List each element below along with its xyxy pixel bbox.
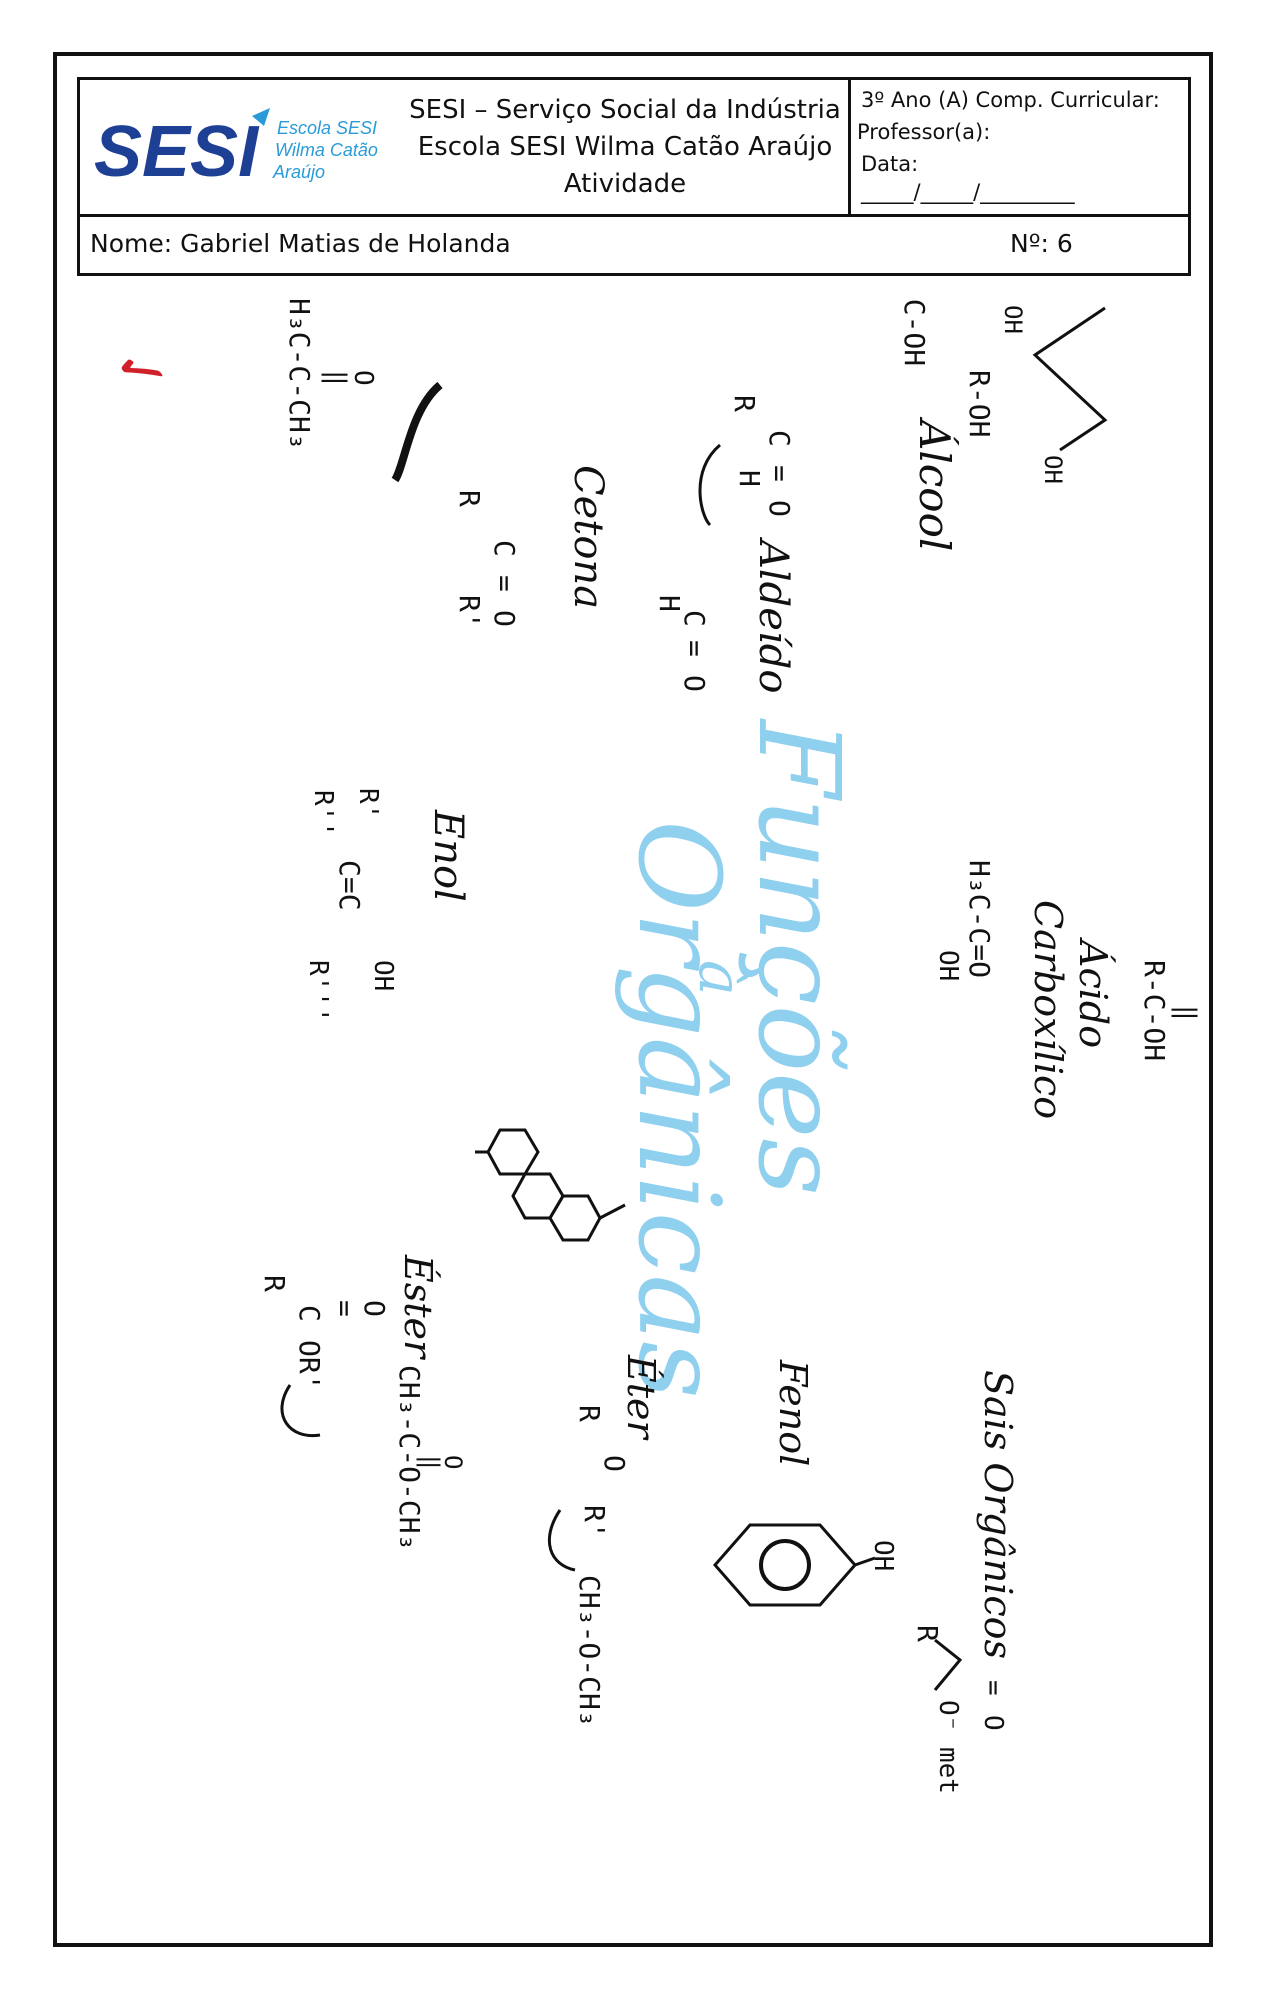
sais-bond: = xyxy=(978,1680,1008,1696)
teacher-mark: ✓ xyxy=(97,333,183,412)
cetona-r2: R' xyxy=(453,595,486,629)
cetona-name: Cetona xyxy=(565,465,611,609)
aldeido-name: Aldeído xyxy=(750,536,796,693)
acido-example-oh: OH xyxy=(933,950,963,981)
activity-label: Atividade xyxy=(563,169,687,199)
aldeido-bond: = xyxy=(763,465,796,482)
grade-label: 3º Ano (A) Comp. Curricular: xyxy=(861,88,1160,112)
fenol-name: Fenol xyxy=(771,1359,815,1466)
eter-r2: R' xyxy=(578,1505,611,1539)
acido-group: R-C-OH ‖ O Ácido Carboxílico H₃C-C=O OH xyxy=(933,860,1228,1119)
ester-example: CH₃-C-O-CH₃ xyxy=(393,1365,426,1550)
alcool-oh-bottom: OH xyxy=(1039,455,1067,484)
eter-name: Éter xyxy=(619,1354,663,1441)
acido-bond: ‖ xyxy=(1171,1005,1200,1021)
cetona-c: C xyxy=(488,540,521,557)
sais-name: Sais Orgânicos xyxy=(976,1370,1020,1659)
institution-name: SESI – Serviço Social da Indústria xyxy=(409,95,841,125)
ester-name: Éster xyxy=(396,1254,440,1361)
eter-group: Éter R O R' CH₃-O-CH₃ xyxy=(547,1354,663,1727)
enol-r3: R''' xyxy=(303,960,333,1023)
alcool-group: OH OH R-OH H₃C-OH Álcool xyxy=(898,265,1108,551)
cetona-bond: = xyxy=(488,575,521,592)
title-line2: Orgânicas xyxy=(613,820,743,1399)
ester-group: Éster R C = O OR' CH₃-C-O-CH₃ ‖ O xyxy=(258,1254,467,1550)
acido-o: O xyxy=(1198,1005,1200,1021)
enol-name: Enol xyxy=(425,809,471,902)
aldeido-c: C xyxy=(763,430,796,447)
ester-example-bond: ‖ xyxy=(416,1455,444,1469)
ester-or: OR' xyxy=(293,1340,326,1391)
alcool-name: Álcool xyxy=(910,416,960,551)
enol-chain: C=C xyxy=(333,860,366,911)
acido-name-line2: Carboxílico xyxy=(1026,900,1070,1119)
enol-oh: OH xyxy=(368,960,398,991)
school-name: Escola SESI Wilma Catão Araújo xyxy=(417,132,833,162)
svg-text:Wilma Catão: Wilma Catão xyxy=(275,140,378,160)
fenol-group: Fenol OH xyxy=(713,1359,898,1607)
aldeido-h: H xyxy=(733,470,766,487)
eter-o: O xyxy=(598,1455,631,1472)
aldeido-o: O xyxy=(763,500,796,517)
teacher-label: Professor(a): xyxy=(857,120,991,144)
ester-bond: = xyxy=(328,1300,361,1317)
sais-o-minus: O⁻ met xyxy=(933,1700,963,1794)
date-label: Data: xyxy=(861,152,919,176)
acido-name-line1: Ácido xyxy=(1071,937,1115,1048)
cetona-r: R xyxy=(453,490,486,507)
sais-group: Sais Orgânicos R = O O⁻ met xyxy=(911,1370,1020,1794)
acido-general: R-C-OH xyxy=(1138,960,1171,1061)
title-line1: Funções xyxy=(733,718,863,1196)
eter-r: R xyxy=(573,1405,606,1422)
aldeido-c-left: C xyxy=(678,610,711,627)
aldeido-o-left: O xyxy=(678,675,711,692)
handwritten-content: Funções Orgânicas à ✓ OH OH R-OH H₃C-OH … xyxy=(60,265,1228,1940)
sais-r: R xyxy=(911,1625,944,1642)
cetona-example: H₃C-C-CH₃ xyxy=(283,300,316,450)
ester-c: C xyxy=(293,1305,326,1322)
student-name: Nome: Gabriel Matias de Holanda xyxy=(90,229,511,258)
cetona-o: O xyxy=(488,610,521,627)
header-name-row: Nome: Gabriel Matias de Holanda Nº: 6 xyxy=(80,217,1188,273)
header-class-info: 3º Ano (A) Comp. Curricular: Professor(a… xyxy=(848,80,1191,214)
fenol-oh: OH xyxy=(868,1540,898,1571)
svg-text:Araújo: Araújo xyxy=(272,162,325,182)
aldeido-h-left: H xyxy=(653,595,686,612)
enol-r1: R' xyxy=(353,788,383,819)
alcool-example: H₃C-OH xyxy=(898,300,931,366)
cetona-group: R C = O R' Cetona H₃C-C-CH₃ ‖ O xyxy=(283,298,611,629)
aldeido-bond-left: = xyxy=(678,640,711,657)
title: Funções Orgânicas à xyxy=(613,718,863,1399)
cetona-example-o: O xyxy=(348,370,378,386)
enol-r2: R'' xyxy=(308,790,338,837)
svg-text:SESI: SESI xyxy=(94,112,260,192)
enol-group: Enol R' R'' C=C OH R''' xyxy=(303,788,471,1023)
ester-o: O xyxy=(358,1300,391,1317)
page-frame xyxy=(53,52,1213,1947)
sesi-logo: SESI Escola SESI Wilma Catão Araújo xyxy=(92,98,382,198)
svg-text:à: à xyxy=(685,960,755,996)
header-top-row: SESI Escola SESI Wilma Catão Araújo SESI… xyxy=(80,80,1188,217)
handwritten-notes: Funções Orgânicas à ✓ OH OH R-OH H₃C-OH … xyxy=(97,265,1228,1794)
ester-r: R xyxy=(258,1275,291,1292)
acido-example: H₃C-C=O xyxy=(963,860,996,978)
svg-text:Escola SESI: Escola SESI xyxy=(277,118,377,138)
cetona-example-bond: ‖ xyxy=(321,370,351,386)
aldeido-group: R C = O H C = O H Aldeído xyxy=(653,395,796,693)
header-institution: SESI – Serviço Social da Indústria Escol… xyxy=(400,92,850,203)
sais-o: O xyxy=(978,1715,1008,1731)
polycyclic-drawing xyxy=(475,1128,626,1242)
ester-example-o: O xyxy=(439,1455,467,1469)
eter-example: CH₃-O-CH₃ xyxy=(573,1575,606,1727)
worksheet-header: SESI Escola SESI Wilma Catão Araújo SESI… xyxy=(77,77,1191,276)
alcool-general: R-OH xyxy=(963,370,996,437)
student-number: Nº: 6 xyxy=(1010,229,1073,258)
aldeido-r: R xyxy=(728,395,761,412)
date-blank: _____/_____/_________ xyxy=(861,180,1075,204)
alcool-oh-top: OH xyxy=(999,305,1027,334)
